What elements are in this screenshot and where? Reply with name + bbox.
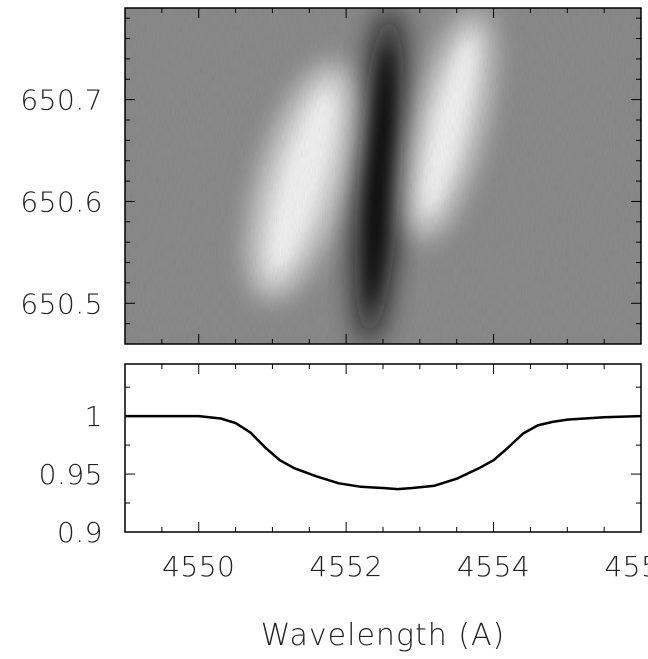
profile-data-point	[492, 459, 495, 462]
profile-y-tick-label: 1	[85, 400, 103, 433]
profile-y-tick-label: 0.9	[57, 516, 103, 549]
profile-data-point	[551, 421, 554, 423]
profile-data-point	[603, 416, 606, 419]
profile-data-point	[293, 467, 296, 470]
profile-background	[125, 364, 641, 532]
profile-data-point	[160, 415, 163, 418]
profile-line-series-0	[125, 414, 641, 491]
profile-data-point	[455, 477, 458, 480]
profile-y-tick-labels: 0.9 0.95 1	[39, 400, 103, 549]
profile-data-point	[507, 446, 510, 449]
profile-data-point	[278, 459, 281, 462]
profile-data-point	[396, 488, 399, 491]
profile-data-point	[536, 424, 539, 427]
heatmap-ticks	[124, 8, 642, 345]
profile-data-point	[197, 415, 200, 418]
line-profile-plot: 0.9 0.95 1 4550 4552 4554 4556	[39, 363, 648, 583]
profile-data-point	[382, 487, 384, 489]
heatmap-y-tick-label: 650.5	[20, 287, 103, 320]
profile-data-point	[315, 475, 318, 478]
profile-ticks	[124, 364, 642, 533]
heatmap-noise-texture	[125, 8, 641, 344]
heatmap-y-tick-labels: 650.5 650.6 650.7	[20, 84, 103, 321]
heatmap-y-tick-label: 650.7	[20, 84, 103, 117]
profile-y-tick-label: 0.95	[39, 458, 103, 491]
profile-data-point	[411, 487, 414, 489]
profile-data-point	[219, 417, 222, 420]
profile-x-tick-label: 4554	[457, 550, 530, 583]
profile-data-point	[234, 422, 237, 424]
profile-data-point	[249, 431, 252, 434]
profile-x-tick-label: 4550	[162, 550, 235, 583]
profile-data-point	[337, 482, 340, 485]
profile-x-tick-label: 4552	[310, 550, 383, 583]
heatmap-y-tick-label: 650.6	[20, 185, 103, 218]
dynamic-spectrum-heatmap: 650.5 650.6 650.7	[20, 7, 642, 345]
x-axis-title: Wavelength (A)	[261, 618, 505, 653]
profile-data-point	[522, 432, 524, 435]
profile-data-point	[359, 485, 362, 488]
profile-data-point	[433, 484, 436, 487]
profile-data-point	[264, 446, 266, 449]
profile-data-point	[477, 467, 480, 470]
profile-data-point	[566, 418, 569, 421]
profile-x-tick-labels: 4550 4552 4554 4556	[162, 550, 648, 583]
profile-x-tick-label: 4556	[604, 550, 648, 583]
